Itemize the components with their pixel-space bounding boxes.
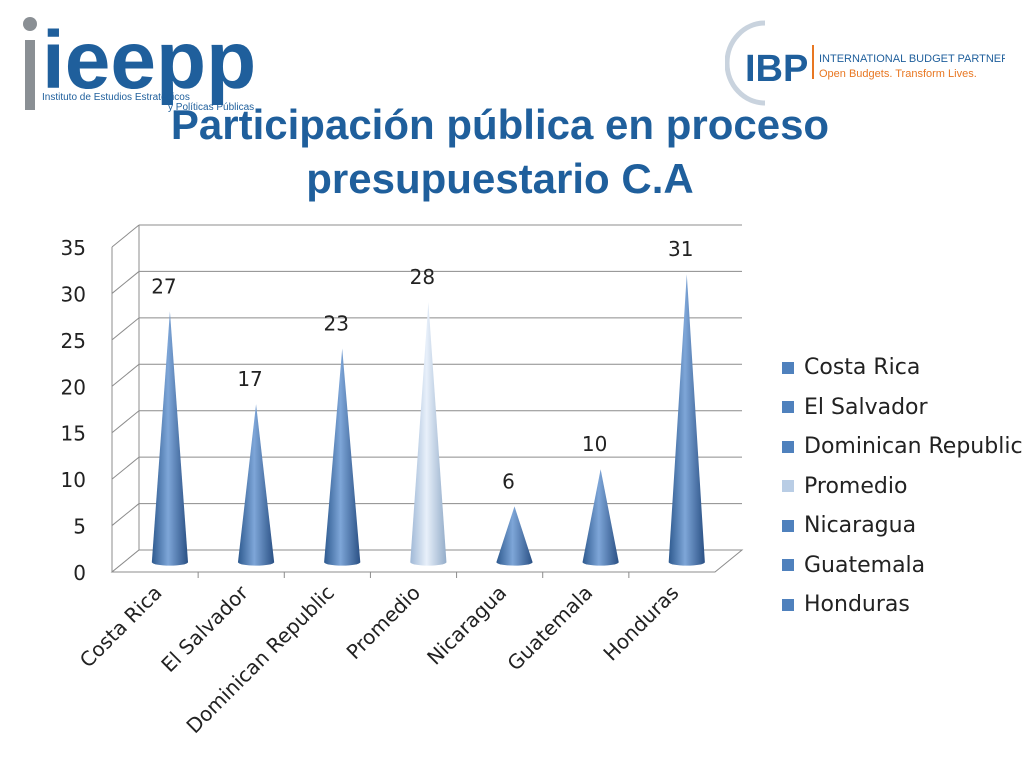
x-tick-label: Nicaragua: [422, 581, 511, 670]
x-tick-label: Honduras: [598, 581, 683, 666]
legend-item: El Salvador: [782, 388, 1023, 428]
gridline-side: [111, 456, 140, 480]
gridline-side: [111, 503, 140, 526]
cone-bar: [496, 506, 533, 566]
ibp-divider: [812, 45, 814, 79]
data-label: 23: [323, 312, 348, 336]
data-label: 28: [410, 265, 435, 289]
legend-item: Nicaragua: [782, 506, 1023, 546]
x-tick-label: Guatemala: [502, 581, 597, 676]
y-tick-label: 30: [61, 282, 86, 306]
logo-subtitle-2: y Políticas Públicas: [168, 102, 254, 113]
data-label: 10: [582, 432, 607, 456]
legend-item: Promedio: [782, 467, 1023, 507]
y-tick-label: 35: [61, 236, 86, 260]
legend-swatch: [782, 598, 794, 611]
cone-bar: [237, 404, 275, 566]
data-label: 27: [151, 274, 176, 298]
gridline-side: [111, 363, 140, 387]
y-tick-label: 5: [73, 515, 86, 539]
ibp-tagline: Open Budgets. Transform Lives.: [819, 68, 977, 80]
legend-label: Nicaragua: [804, 513, 917, 539]
gridline-side: [111, 271, 140, 294]
cone-bar: [151, 311, 189, 566]
legend-swatch: [782, 361, 794, 374]
x-tick-label: Promedio: [342, 581, 425, 664]
ibp-abbr: IBP: [745, 48, 808, 90]
x-tick-label: Dominican Republic: [181, 581, 338, 738]
legend-swatch: [782, 480, 794, 493]
cone-bar: [324, 348, 361, 566]
legend-swatch: [782, 401, 794, 414]
legend-label: Guatemala: [804, 552, 926, 578]
x-tick-label: Costa Rica: [75, 581, 167, 673]
cone-bar: [410, 302, 447, 566]
cone-bar: [668, 274, 705, 566]
legend-item: Dominican Republic: [782, 427, 1023, 467]
title-line-2: presupuestario C.A: [306, 155, 694, 202]
ieepp-logo: ieepp Instituto de Estudios Estratégicos…: [23, 15, 256, 113]
cone-bar: [582, 469, 619, 566]
logo-dot: [23, 17, 37, 31]
legend-label: El Salvador: [804, 394, 928, 420]
y-tick-label: 20: [61, 375, 86, 399]
legend-swatch: [782, 519, 794, 532]
ibp-name: INTERNATIONAL BUDGET PARTNERSHIP: [819, 53, 1005, 65]
legend-label: Costa Rica: [804, 355, 921, 381]
legend-swatch: [782, 440, 794, 453]
chart-legend: Costa Rica El Salvador Dominican Republic P…: [782, 348, 1023, 625]
legend-label: Honduras: [804, 592, 910, 618]
data-label: 31: [668, 237, 693, 261]
data-label: 6: [502, 469, 515, 493]
legend-item: Costa Rica: [782, 348, 1023, 388]
chart-cones: [151, 274, 705, 566]
legend-label: Dominican Republic: [804, 434, 1023, 460]
data-label: 17: [237, 367, 262, 391]
title-line-1: Participación pública en proceso: [170, 101, 830, 148]
legend-item: Honduras: [782, 585, 1023, 625]
y-tick-label: 15: [61, 422, 86, 446]
legend-swatch: [782, 559, 794, 572]
y-tick-label: 10: [61, 468, 86, 492]
legend-label: Promedio: [804, 473, 908, 499]
page-title: Participación pública en proceso presupu…: [95, 98, 905, 206]
logo-subtitle-1: Instituto de Estudios Estratégicos: [42, 92, 190, 103]
gridline-side: [111, 317, 140, 341]
legend-item: Guatemala: [782, 546, 1023, 586]
ibp-arc-icon: [725, 20, 766, 106]
gridline-side: [111, 224, 140, 248]
y-tick-label: 25: [61, 329, 86, 353]
logo-text-ieepp: ieepp: [42, 15, 256, 106]
gridline-side: [111, 410, 140, 434]
y-tick-label: 0: [73, 561, 86, 585]
ibp-logo: IBP INTERNATIONAL BUDGET PARTNERSHIP Ope…: [725, 20, 1005, 106]
logo-bar: [25, 40, 35, 110]
